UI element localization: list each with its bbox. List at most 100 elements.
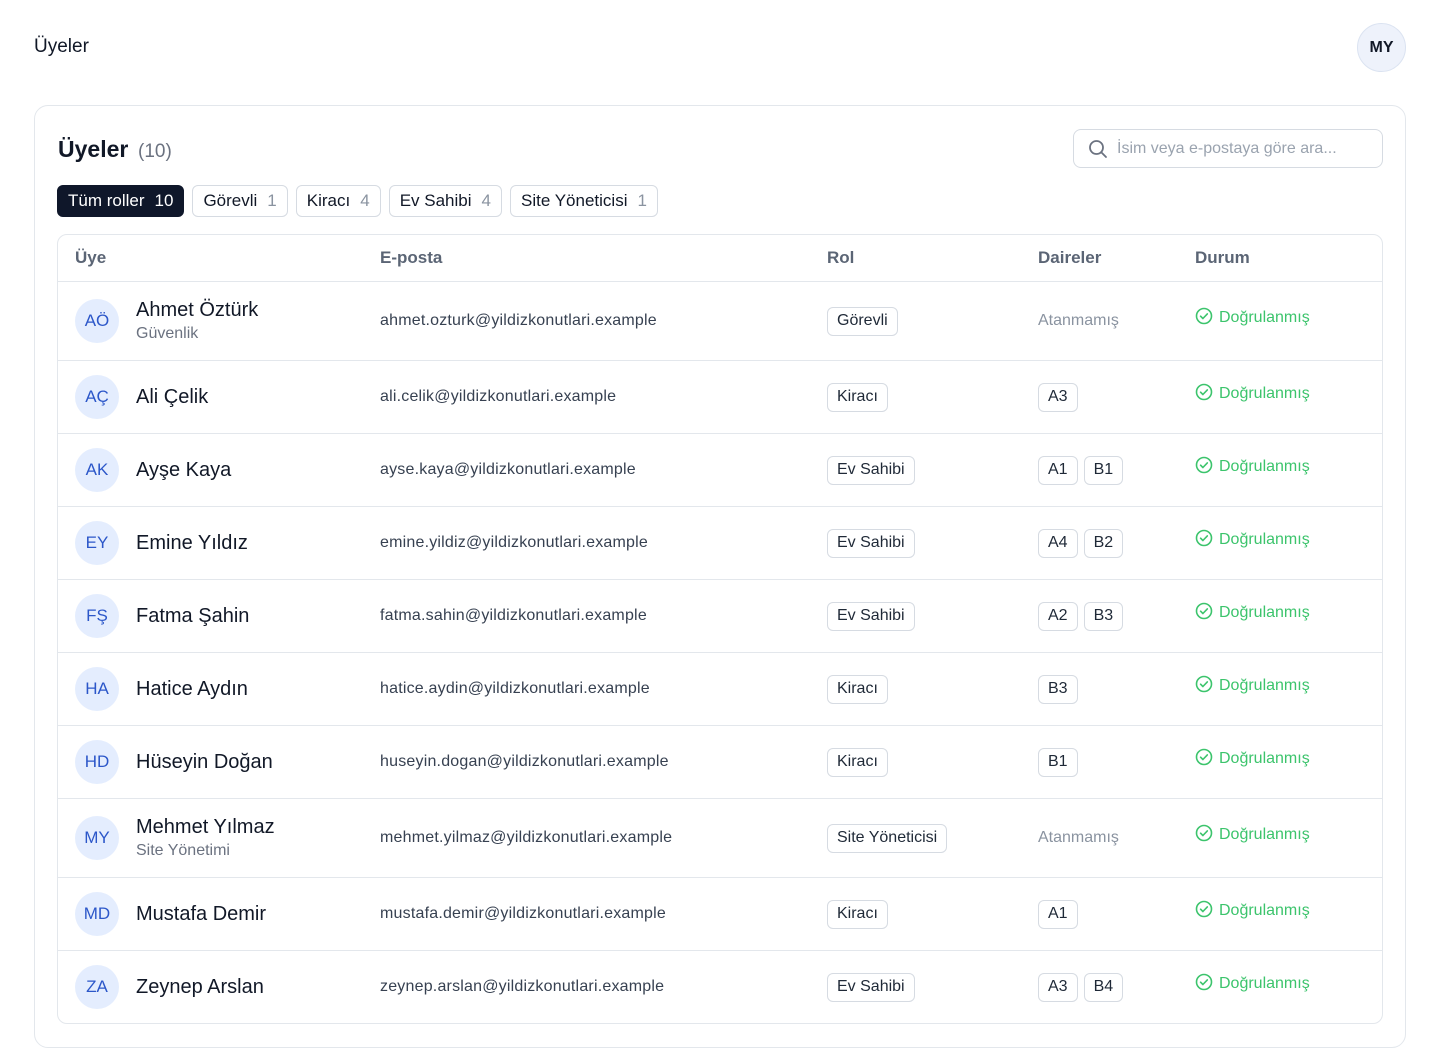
unit-badge: A4 <box>1038 528 1078 558</box>
members-table: Üye E-posta Rol Daireler Durum AÖ Ahmet Öztürk… <box>57 234 1383 1024</box>
member-name-block: Ayşe Kaya <box>136 459 231 482</box>
unit-badge: B3 <box>1038 674 1078 704</box>
member-email: ayse.kaya@yildizkonutlari.example <box>380 461 636 478</box>
role-badge: Görevli <box>827 306 898 336</box>
member-name: Ali Çelik <box>136 385 209 408</box>
status-text: Doğrulanmış <box>1219 531 1310 548</box>
member-row: FŞ Fatma Şahin fatma.sahin@yildizkonutlari… <box>58 579 1382 652</box>
member-email: ali.celik@yildizkonutlari.example <box>380 388 617 405</box>
filter-chip[interactable]: Tüm roller 10 <box>57 185 185 217</box>
member-row: MD Mustafa Demir mustafa.demir@yildizkonut… <box>58 877 1382 950</box>
role-cell: Site Yöneticisi <box>827 823 1038 853</box>
member-email: zeynep.arslan@yildizkonutlari.example <box>380 978 665 995</box>
filter-label: Tüm roller <box>68 191 145 210</box>
member-avatar: ZA <box>75 965 119 1009</box>
status-icon <box>1195 307 1213 330</box>
member-name: Zeynep Arslan <box>136 975 264 998</box>
member-name: Hüseyin Doğan <box>136 750 273 773</box>
filter-chip[interactable]: Site Yöneticisi 1 <box>510 185 658 217</box>
role-badge: Ev Sahibi <box>827 601 915 631</box>
check-icon <box>1195 529 1213 546</box>
filter-label: Ev Sahibi <box>399 191 472 210</box>
units-cell: A3 <box>1038 382 1195 412</box>
filter-chip[interactable]: Kiracı 4 <box>295 185 381 217</box>
member-cell: AÖ Ahmet Öztürk Güvenlik <box>58 299 380 343</box>
member-cell: AK Ayşe Kaya <box>58 448 380 492</box>
unit-badge: B4 <box>1083 972 1124 1002</box>
member-name: Fatma Şahin <box>136 604 250 627</box>
unit-badge: A2 <box>1038 601 1078 631</box>
check-icon <box>1195 900 1213 917</box>
unit-badge: A1 <box>1038 899 1078 929</box>
member-avatar: AÇ <box>75 375 119 419</box>
card-title: Üyeler <box>58 136 129 162</box>
role-badge: Kiracı <box>827 674 888 704</box>
member-cell: AÇ Ali Çelik <box>58 375 380 419</box>
member-avatar: HA <box>75 667 119 711</box>
member-name: Mustafa Demir <box>136 902 267 925</box>
role-badge: Kiracı <box>827 899 888 929</box>
unit-badge: B2 <box>1083 528 1124 558</box>
column-header: Üye <box>75 248 107 267</box>
member-subtitle: Site Yönetimi <box>136 842 230 859</box>
member-email: huseyin.dogan@yildizkonutlari.example <box>380 753 669 770</box>
member-name: Emine Yıldız <box>136 531 248 554</box>
filter-count: 10 <box>154 191 174 210</box>
status-cell: Doğrulanmış <box>1195 602 1382 625</box>
check-icon <box>1195 383 1213 400</box>
role-cell: Ev Sahibi <box>827 528 1038 558</box>
member-name-block: Fatma Şahin <box>136 605 249 628</box>
status-text: Doğrulanmış <box>1219 677 1310 694</box>
units-note: Atanmamış <box>1038 829 1119 846</box>
filter-count: 1 <box>267 191 277 210</box>
member-name-block: Ahmet Öztürk Güvenlik <box>136 299 258 343</box>
unit-badge: B3 <box>1083 601 1124 631</box>
filter-label: Site Yöneticisi <box>521 191 628 210</box>
member-avatar: FŞ <box>75 594 119 638</box>
member-email: ahmet.ozturk@yildizkonutlari.example <box>380 312 657 329</box>
units-cell: A1 <box>1038 899 1195 929</box>
units-cell: A3 B4 <box>1038 972 1195 1002</box>
unit-badge: B1 <box>1083 455 1124 485</box>
status-icon <box>1195 675 1213 698</box>
member-name-block: Emine Yıldız <box>136 532 248 555</box>
units-cell: A4 B2 <box>1038 528 1195 558</box>
member-row: ZA Zeynep Arslan zeynep.arslan@yildizkonut… <box>58 950 1382 1023</box>
member-email: mehmet.yilmaz@yildizkonutlari.example <box>380 829 673 846</box>
member-avatar: AÖ <box>75 299 119 343</box>
filter-chip[interactable]: Görevli 1 <box>192 185 288 217</box>
units-cell: Atanmamış <box>1038 312 1195 330</box>
check-icon <box>1195 675 1213 692</box>
role-badge: Ev Sahibi <box>827 528 915 558</box>
filter-chip[interactable]: Ev Sahibi 4 <box>388 185 502 217</box>
status-text: Doğrulanmış <box>1219 309 1310 326</box>
search-icon <box>1089 139 1107 158</box>
units-cell: Atanmamış <box>1038 829 1195 847</box>
status-text: Doğrulanmış <box>1219 385 1310 402</box>
user-avatar[interactable]: MY <box>1357 23 1406 72</box>
status-cell: Doğrulanmış <box>1195 529 1382 552</box>
units-cell: B3 <box>1038 674 1195 704</box>
member-cell: HA Hatice Aydın <box>58 667 380 711</box>
role-badge: Ev Sahibi <box>827 455 915 485</box>
column-header: Rol <box>827 248 855 267</box>
status-text: Doğrulanmış <box>1219 604 1310 621</box>
member-cell: FŞ Fatma Şahin <box>58 594 380 638</box>
unit-badge: A3 <box>1038 972 1078 1002</box>
status-icon <box>1195 602 1213 625</box>
member-name-block: Ali Çelik <box>136 386 208 409</box>
status-icon <box>1195 824 1213 847</box>
filter-label: Kiracı <box>306 191 351 210</box>
role-cell: Kiracı <box>827 382 1038 412</box>
role-cell: Ev Sahibi <box>827 972 1038 1002</box>
filter-label: Görevli <box>203 191 258 210</box>
check-icon <box>1195 307 1213 324</box>
search-box[interactable]: İsim veya e-postaya göre ara... <box>1073 129 1383 168</box>
column-header: Daireler <box>1038 248 1102 267</box>
member-name-block: Mehmet Yılmaz Site Yönetimi <box>136 816 275 860</box>
filter-count: 4 <box>481 191 491 210</box>
status-cell: Doğrulanmış <box>1195 307 1382 330</box>
status-text: Doğrulanmış <box>1219 826 1310 843</box>
member-email: mustafa.demir@yildizkonutlari.example <box>380 905 666 922</box>
